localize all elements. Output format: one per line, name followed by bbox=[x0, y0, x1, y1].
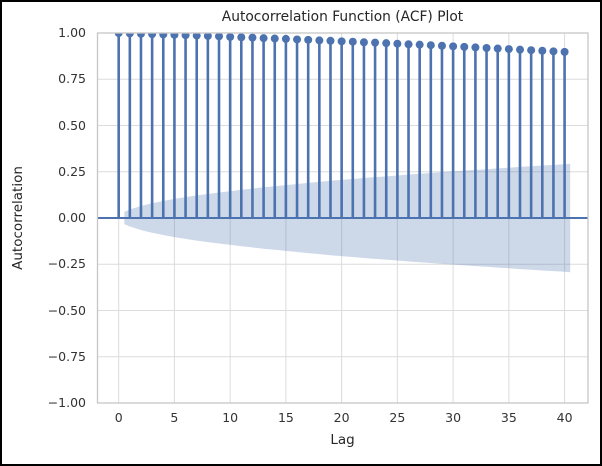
acf-marker bbox=[170, 33, 179, 39]
y-tick-label: −0.50 bbox=[47, 302, 86, 318]
x-tick-label: 15 bbox=[277, 410, 294, 425]
x-tick-label: 30 bbox=[445, 410, 462, 425]
y-tick-label: 0.75 bbox=[58, 71, 86, 87]
acf-marker bbox=[393, 39, 402, 48]
acf-marker bbox=[181, 33, 190, 40]
x-tick-label: 5 bbox=[170, 410, 179, 425]
acf-marker bbox=[114, 33, 123, 37]
y-tick-label: −0.75 bbox=[47, 348, 86, 364]
y-tick-label: 0.25 bbox=[58, 163, 86, 179]
acf-marker bbox=[315, 36, 324, 45]
x-axis-label: Lag bbox=[330, 432, 355, 448]
acf-marker bbox=[449, 42, 458, 51]
chart-title: Autocorrelation Function (ACF) Plot bbox=[221, 9, 464, 25]
acf-marker bbox=[293, 35, 302, 44]
acf-marker bbox=[460, 42, 469, 51]
acf-marker bbox=[482, 43, 491, 52]
acf-marker bbox=[404, 40, 413, 49]
acf-marker bbox=[371, 38, 380, 47]
acf-marker bbox=[215, 33, 224, 41]
acf-marker bbox=[326, 36, 335, 45]
acf-marker bbox=[515, 45, 524, 54]
acf-marker bbox=[248, 33, 257, 42]
acf-marker bbox=[348, 37, 357, 46]
acf-marker bbox=[549, 47, 558, 56]
y-tick-label: 0.50 bbox=[58, 117, 86, 133]
acf-marker bbox=[304, 35, 313, 44]
x-tick-label: 10 bbox=[222, 410, 239, 425]
acf-marker bbox=[560, 47, 569, 56]
acf-marker bbox=[337, 37, 346, 46]
y-tick-label: 0.00 bbox=[58, 210, 86, 225]
y-tick-label: −0.25 bbox=[47, 256, 86, 272]
x-tick-label: 40 bbox=[556, 410, 573, 425]
acf-marker bbox=[471, 43, 480, 52]
acf-marker bbox=[538, 46, 547, 55]
y-tick-label: 1.00 bbox=[58, 25, 86, 40]
axes-box bbox=[96, 32, 589, 404]
acf-marker bbox=[527, 46, 536, 55]
acf-marker bbox=[437, 41, 446, 50]
acf-marker bbox=[148, 33, 157, 39]
acf-marker bbox=[382, 39, 391, 48]
acf-marker bbox=[159, 33, 168, 39]
acf-marker bbox=[203, 33, 212, 40]
acf-stems bbox=[117, 33, 566, 218]
acf-marker bbox=[426, 41, 435, 50]
acf-marker bbox=[237, 33, 246, 42]
acf-marker bbox=[415, 40, 424, 49]
x-tick-label: 35 bbox=[500, 410, 517, 425]
x-tick-label: 25 bbox=[389, 410, 406, 425]
y-tick-label: −1.00 bbox=[47, 395, 86, 410]
acf-marker bbox=[504, 45, 513, 54]
acf-markers bbox=[114, 33, 569, 56]
acf-marker bbox=[359, 38, 368, 47]
acf-marker bbox=[281, 34, 290, 43]
acf-marker bbox=[136, 33, 145, 38]
acf-marker bbox=[259, 34, 268, 43]
x-tick-label: 20 bbox=[333, 410, 350, 425]
acf-marker bbox=[493, 44, 502, 53]
x-tick-label: 0 bbox=[114, 410, 123, 425]
acf-marker bbox=[125, 33, 134, 38]
acf-marker bbox=[270, 34, 279, 43]
acf-marker bbox=[226, 33, 235, 41]
acf-marker bbox=[192, 33, 201, 40]
